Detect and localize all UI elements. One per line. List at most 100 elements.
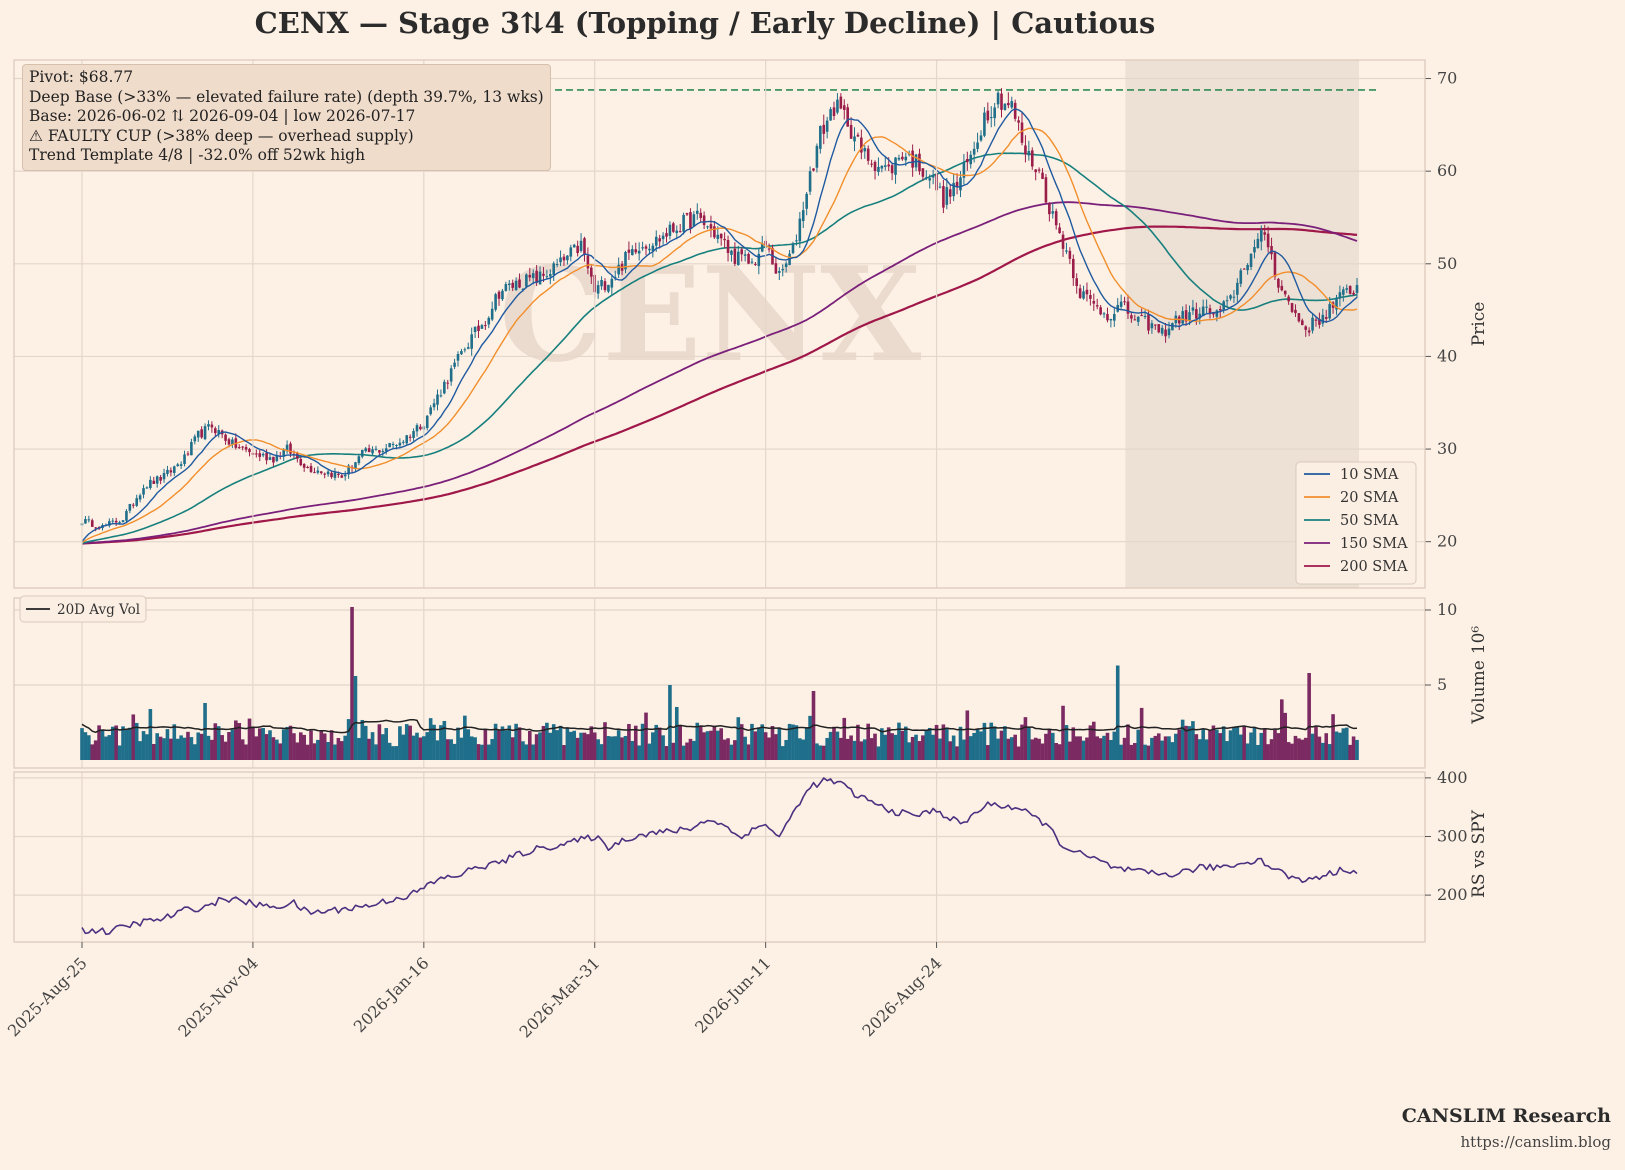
volume-bar: [1150, 737, 1154, 760]
candle-body: [634, 249, 638, 253]
volume-bar: [962, 739, 966, 760]
volume-bar: [1119, 744, 1123, 760]
candle-body: [217, 430, 221, 435]
candle-body: [692, 214, 696, 227]
volume-bar: [1136, 729, 1141, 760]
candle-body: [754, 263, 757, 265]
volume-bar: [1194, 734, 1199, 760]
volume-bar: [610, 736, 614, 760]
volume-bar: [292, 733, 296, 760]
volume-bar: [709, 730, 713, 760]
volume-bar: [463, 715, 467, 760]
volume-bar: [674, 706, 679, 760]
candle-body: [548, 274, 552, 277]
candle-body: [702, 215, 706, 226]
legend-label-sma10: 10 SMA: [1340, 467, 1399, 483]
candle-body: [819, 125, 822, 149]
candle-body: [371, 449, 374, 454]
volume-bar: [1184, 725, 1188, 760]
volume-bar: [1242, 726, 1246, 760]
volume-bar: [1238, 734, 1243, 760]
candle-body: [743, 254, 747, 256]
candle-body: [419, 426, 422, 430]
volume-bar: [456, 727, 460, 760]
volume-bar: [736, 717, 741, 760]
volume-bar: [394, 746, 399, 760]
volume-bar: [1112, 731, 1117, 760]
volume-bar: [968, 736, 973, 760]
avg-vol-legend: 20D Avg Vol: [19, 595, 147, 623]
candle-body: [877, 166, 880, 172]
candle-body: [415, 425, 419, 432]
footer-url[interactable]: https://canslim.blog: [1460, 1133, 1612, 1151]
volume-bar: [469, 736, 474, 760]
candle-body: [959, 177, 962, 191]
candle-body: [111, 520, 115, 522]
volume-bar: [524, 744, 529, 760]
volume-bar: [644, 712, 648, 760]
volume-bar: [678, 725, 682, 760]
volume-bar: [852, 740, 857, 760]
volume-bar: [931, 734, 935, 760]
candle-body: [456, 353, 460, 361]
candle-body: [484, 325, 487, 327]
candle-body: [1342, 289, 1345, 295]
volume-bar: [346, 719, 351, 760]
volume-bar: [1321, 742, 1325, 760]
legend-label-sma150: 150 SMA: [1340, 536, 1408, 552]
candle-body: [463, 349, 467, 351]
candle-body: [822, 124, 826, 134]
volume-bar: [384, 728, 389, 760]
volume-bar: [1228, 730, 1233, 760]
candle-body: [719, 233, 723, 239]
candle-body: [258, 453, 262, 457]
volume-bar: [715, 730, 720, 760]
candle-body: [261, 453, 265, 456]
candle-body: [1044, 177, 1048, 203]
candle-body: [836, 99, 839, 113]
volume-bar: [278, 743, 283, 760]
candle-body: [507, 283, 511, 286]
candle-body: [272, 456, 275, 463]
volume-bar: [155, 733, 160, 760]
candle-body: [395, 445, 398, 447]
volume-bar: [514, 723, 518, 760]
volume-bar: [363, 725, 368, 760]
volume-bar: [206, 735, 211, 760]
candle-body: [637, 250, 641, 254]
volume-bar: [158, 736, 163, 760]
volume-bar: [1078, 736, 1082, 760]
volume-bar: [459, 737, 464, 760]
volume-bar: [722, 739, 727, 760]
candle-body: [210, 424, 214, 428]
volume-bar: [996, 738, 1000, 760]
candle-body: [84, 519, 87, 524]
candle-body: [1160, 327, 1164, 334]
candle-body: [1054, 211, 1058, 226]
volume-bar: [839, 737, 843, 760]
volume-bar: [107, 735, 112, 760]
candle-body: [1181, 311, 1184, 324]
candle-body: [1301, 320, 1304, 326]
volume-bar: [319, 730, 324, 760]
candle-body: [1109, 318, 1113, 321]
volume-bar: [890, 733, 894, 760]
candle-body: [651, 245, 655, 252]
volume-bar: [80, 728, 84, 760]
volume-bar: [886, 727, 891, 760]
volume-bar: [986, 745, 990, 760]
sma50-line: [81, 152, 1358, 545]
volume-tick-label: 10: [1437, 600, 1457, 619]
volume-bar: [1030, 739, 1035, 760]
volume-bar: [1269, 739, 1274, 760]
candle-body: [408, 436, 412, 438]
candle-body: [989, 117, 993, 119]
candle-body: [138, 495, 142, 500]
volume-bar: [452, 743, 457, 760]
candle-body: [894, 157, 897, 175]
volume-bar: [955, 746, 959, 760]
legend-label-sma200: 200 SMA: [1340, 559, 1408, 575]
volume-bar: [938, 738, 942, 760]
sma200-line: [81, 225, 1358, 545]
volume-bar: [425, 732, 430, 760]
